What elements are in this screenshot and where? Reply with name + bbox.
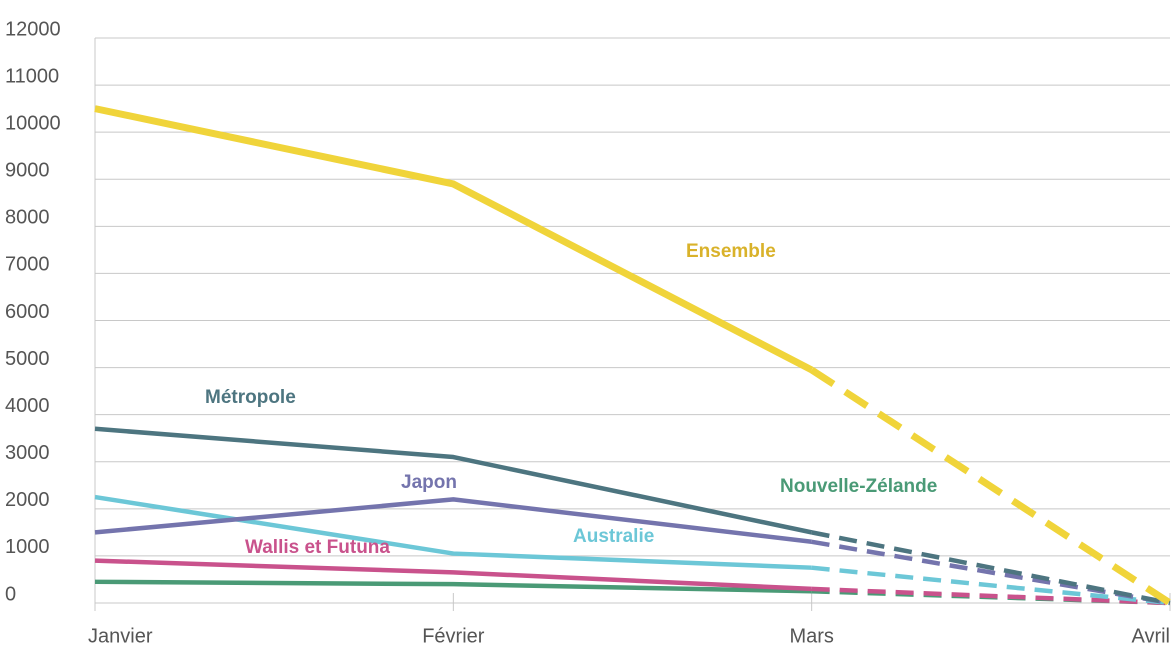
y-tick-label: 8000 bbox=[5, 207, 50, 229]
y-tick-label: 12000 bbox=[5, 18, 61, 40]
line-solid bbox=[94, 497, 812, 545]
y-tick-label: 6000 bbox=[5, 301, 50, 323]
x-tick-label: Janvier bbox=[88, 625, 153, 647]
y-tick-label: 7000 bbox=[5, 254, 50, 276]
y-tick-label: 11000 bbox=[5, 65, 59, 87]
line-solid bbox=[94, 579, 812, 594]
series-label: Australie bbox=[573, 526, 654, 547]
x-tick-label: Février bbox=[422, 625, 485, 647]
x-tick-label: Mars bbox=[789, 625, 833, 647]
x-tick-label: Avril bbox=[1131, 625, 1170, 647]
line-solid bbox=[94, 558, 812, 592]
y-tick-label: 2000 bbox=[5, 489, 50, 511]
y-tick-label: 5000 bbox=[5, 348, 50, 370]
series-label: Ensemble bbox=[686, 241, 776, 262]
line-solid bbox=[94, 494, 812, 570]
line-projected bbox=[809, 367, 1172, 606]
line-projected bbox=[811, 565, 1171, 606]
y-tick-label: 3000 bbox=[5, 442, 50, 464]
y-tick-label: 9000 bbox=[5, 160, 50, 182]
line-projected bbox=[811, 530, 1171, 606]
line-solid bbox=[94, 426, 813, 535]
y-tick-label: 0 bbox=[5, 583, 16, 605]
series-label: Japon bbox=[401, 472, 457, 493]
y-tick-label: 1000 bbox=[5, 536, 50, 558]
series-label: Métropole bbox=[205, 387, 296, 408]
line-projected bbox=[811, 539, 1171, 606]
line-projected bbox=[811, 586, 1171, 606]
series-label: Nouvelle-Zélande bbox=[780, 476, 937, 497]
series-label: Wallis et Futuna bbox=[245, 537, 390, 558]
y-tick-label: 10000 bbox=[5, 112, 61, 134]
line-solid bbox=[94, 105, 814, 374]
y-tick-label: 4000 bbox=[5, 395, 50, 417]
